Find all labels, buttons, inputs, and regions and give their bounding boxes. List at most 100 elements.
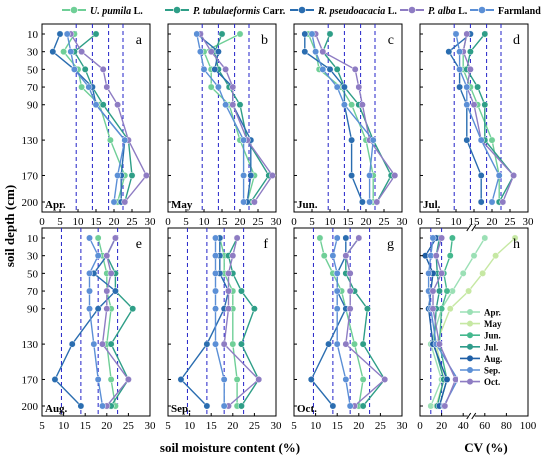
point-h-1-3 (465, 287, 473, 295)
point-e-3-6 (124, 376, 132, 383)
x-tick-label-a-6: 30 (145, 216, 157, 228)
point-c-1-2 (333, 65, 341, 73)
legend: U. pumila L. P. tabulaeformis Carr. R. pse… (62, 6, 541, 17)
x-axis-label-moisture: soil moisture content (%) (160, 440, 300, 455)
point-e-4-1 (94, 252, 102, 260)
axis-break-mark-b-0 (471, 224, 477, 232)
x-tick-label-d-5: 25 (505, 216, 517, 228)
point-g-3-6 (381, 376, 389, 383)
point-f-1-3 (237, 287, 245, 295)
cv-legend-label-2: Jun. (484, 331, 501, 341)
point-a-4-7 (110, 198, 118, 206)
point-h-6-1 (432, 252, 440, 260)
point-a-3-6 (142, 172, 150, 179)
point-f-0-6 (233, 376, 241, 383)
panel-letter-h: h (513, 237, 520, 252)
point-g-4-3 (333, 287, 341, 295)
x-tick-label-h-3: 60 (479, 420, 491, 432)
point-e-3-1 (103, 252, 111, 260)
point-g-4-6 (342, 376, 350, 383)
x-tick-label-f-0: 5 (165, 420, 171, 432)
panel-month-d: Jul. (423, 199, 441, 211)
point-h-6-4 (429, 305, 437, 313)
cv-legend-marker-0 (467, 309, 473, 315)
point-a-0-5 (106, 136, 114, 144)
point-f-4-0 (212, 234, 219, 242)
point-h-6-6 (452, 376, 460, 383)
cv-legend-label-5: Sep. (484, 366, 500, 376)
point-c-2-7 (358, 198, 366, 206)
point-b-4-4 (222, 101, 230, 109)
point-h-6-3 (429, 287, 437, 295)
point-d-3-6 (510, 172, 518, 179)
panel-g: 5 10 15 20 25 30 g Oct. (291, 227, 408, 432)
legend-label-name-0: U. pumila (90, 6, 131, 17)
point-g-0-5 (351, 340, 358, 348)
x-tick-label-c-4: 20 (361, 216, 373, 228)
point-g-2-7 (329, 402, 337, 410)
x-tick-label-g-3: 20 (353, 420, 365, 432)
panel-letter-b: b (261, 33, 268, 48)
point-b-1-0 (218, 30, 226, 38)
x-tick-label-d-3: 15 (469, 216, 481, 228)
point-e-3-3 (103, 287, 111, 295)
point-h-6-0 (438, 234, 446, 242)
point-e-4-2 (86, 269, 93, 277)
panel-d: 0 5 10 15 20 25 30 d Jul. (417, 23, 534, 228)
point-f-2-7 (203, 402, 211, 410)
point-b-2-6 (247, 172, 255, 179)
x-tick-label-h-2: 40 (458, 420, 470, 432)
x-tick-label-b-3: 15 (217, 216, 229, 228)
legend-label-4: Farmland (498, 6, 541, 17)
point-b-3-7 (250, 198, 258, 206)
point-g-3-2 (346, 269, 354, 277)
point-c-2-1 (301, 48, 309, 56)
panel-h: 0 20 40 60 80 100 h Apr.May Jun.Jul. Aug. Sep.Oct. (417, 224, 537, 432)
point-c-2-0 (301, 30, 309, 38)
point-a-1-0 (92, 30, 100, 38)
point-c-2-2 (326, 65, 334, 73)
point-f-1-5 (237, 340, 245, 348)
series-line-d-2 (447, 33, 482, 202)
panel-letter-g: g (387, 237, 394, 252)
axis-break-mark-b-1 (471, 412, 477, 420)
point-f-0-5 (229, 340, 237, 348)
point-h-0-1 (470, 252, 478, 260)
point-d-2-7 (477, 198, 485, 206)
x-tick-label-h-1: 20 (436, 420, 448, 432)
point-e-2-7 (77, 402, 85, 410)
point-g-1-5 (359, 340, 367, 348)
point-h-6-2 (438, 269, 446, 277)
point-h-1-2 (479, 269, 487, 277)
point-f-4-1 (212, 252, 219, 260)
series-line-a-2 (51, 33, 126, 202)
x-tick-label-c-6: 30 (397, 216, 409, 228)
point-b-4-6 (240, 172, 248, 179)
legend-label-suffix-2: L. (385, 6, 397, 17)
point-a-3-1 (78, 48, 86, 56)
point-b-3-2 (222, 65, 230, 73)
point-f-3-4 (225, 305, 232, 313)
point-c-3-7 (373, 198, 381, 206)
cv-legend-label-6: Oct. (484, 377, 500, 387)
point-e-4-3 (86, 287, 93, 295)
x-tick-label-b-1: 5 (183, 216, 189, 228)
point-d-1-3 (474, 83, 482, 91)
point-f-3-0 (233, 234, 241, 242)
point-d-4-4 (463, 101, 471, 109)
point-h-1-1 (492, 252, 500, 260)
point-d-3-4 (470, 101, 478, 109)
point-g-4-2 (333, 269, 341, 277)
point-e-4-7 (99, 402, 106, 410)
legend-marker-0 (70, 6, 78, 14)
x-tick-label-d-4: 20 (487, 216, 499, 228)
y-tick-label-e-6: 170 (22, 374, 39, 386)
cv-legend-marker-4 (467, 355, 473, 362)
point-g-2-0 (342, 234, 350, 242)
point-g-0-0 (316, 234, 324, 242)
y-tick-label-e-1: 30 (27, 251, 39, 263)
legend-label-suffix-1: Carr. (260, 6, 286, 17)
point-d-2-5 (463, 136, 471, 144)
